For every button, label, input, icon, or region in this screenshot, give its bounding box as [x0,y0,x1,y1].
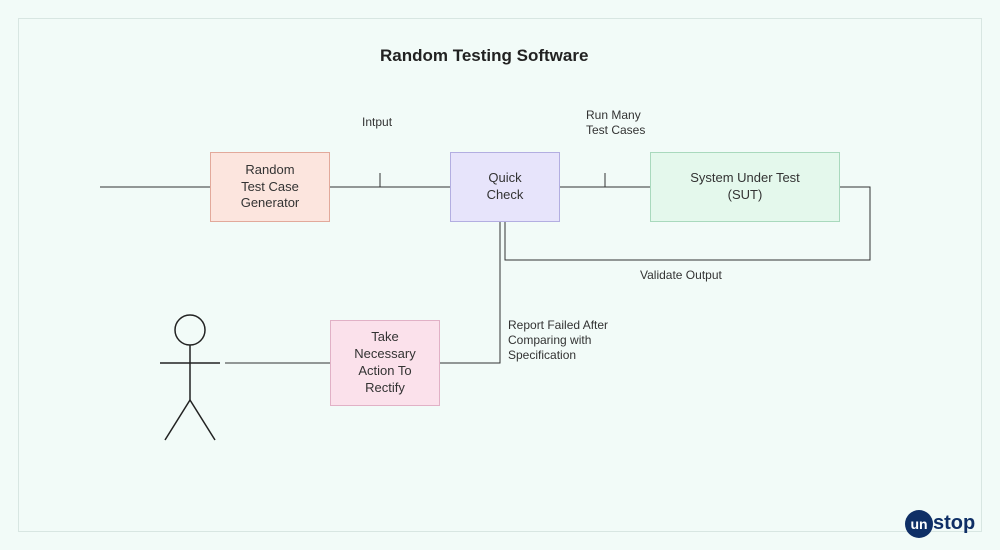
diagram-canvas: Random Testing Software RandomTest CaseG… [0,0,1000,550]
logo-circle: un [905,510,933,538]
brand-logo: unstop [905,510,975,538]
logo-text: stop [933,512,975,534]
actor-icon [0,0,1000,550]
